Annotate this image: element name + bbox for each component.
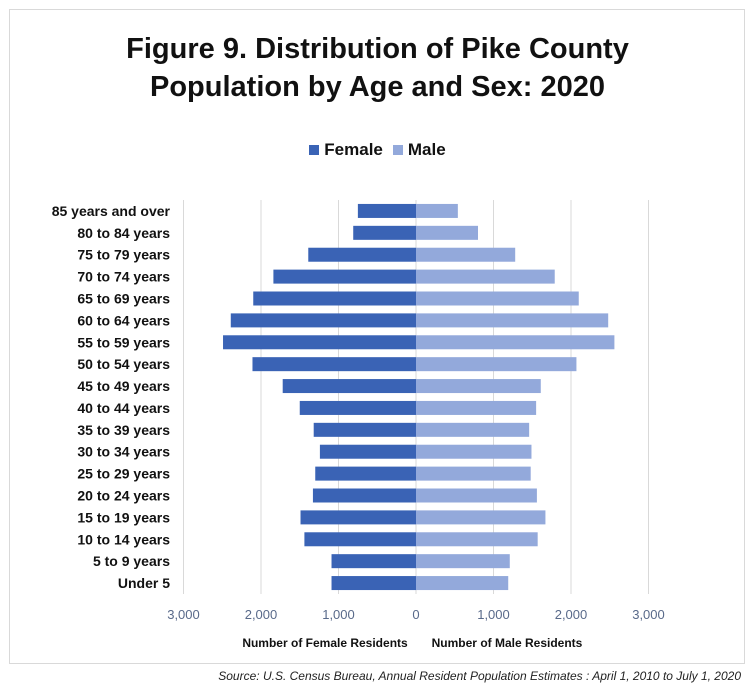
- category-label: 55 to 59 years: [77, 334, 170, 350]
- category-label: 40 to 44 years: [77, 400, 170, 416]
- female-bar: [252, 357, 416, 372]
- category-label: 35 to 39 years: [77, 422, 170, 438]
- female-bar: [319, 444, 416, 459]
- male-bar: [416, 532, 538, 547]
- female-bar: [312, 488, 416, 503]
- female-bar: [223, 335, 416, 350]
- male-bar: [416, 466, 531, 481]
- male-bar: [416, 576, 509, 591]
- x-axis-title-male: Number of Male Residents: [432, 636, 583, 650]
- female-bar: [353, 225, 416, 240]
- female-bar: [357, 203, 416, 218]
- legend: Female Male: [0, 140, 755, 160]
- male-bar: [416, 313, 609, 328]
- male-bar: [416, 291, 579, 306]
- category-label: 85 years and over: [52, 203, 171, 219]
- male-bar: [416, 510, 546, 525]
- female-bar: [253, 291, 416, 306]
- male-bar: [416, 269, 555, 284]
- female-bar: [230, 313, 416, 328]
- x-tick-label: 2,000: [555, 607, 588, 622]
- category-label: 65 to 69 years: [77, 291, 170, 307]
- male-bar: [416, 203, 458, 218]
- category-label: 75 to 79 years: [77, 247, 170, 263]
- category-label: 25 to 29 years: [77, 466, 170, 482]
- female-bar: [282, 379, 416, 394]
- female-bar: [331, 554, 416, 569]
- x-tick-label: 3,000: [167, 607, 200, 622]
- legend-swatch-female: [309, 145, 320, 155]
- legend-item-male: Male: [392, 140, 446, 160]
- category-label: 5 to 9 years: [93, 553, 170, 569]
- category-label: 60 to 64 years: [77, 312, 170, 328]
- male-bar: [416, 400, 537, 415]
- category-label: 30 to 34 years: [77, 444, 170, 460]
- male-bar: [416, 554, 510, 569]
- female-bar: [304, 532, 416, 547]
- legend-label-female: Female: [324, 140, 383, 159]
- category-label: 50 to 54 years: [77, 356, 170, 372]
- x-axis-title-female: Number of Female Residents: [242, 636, 408, 650]
- x-tick-label: 3,000: [632, 607, 665, 622]
- female-bar: [308, 247, 416, 262]
- male-bar: [416, 335, 615, 350]
- category-label: 45 to 49 years: [77, 378, 170, 394]
- chart-title-line-1: Figure 9. Distribution of Pike County: [126, 33, 629, 65]
- category-label: 80 to 84 years: [77, 225, 170, 241]
- male-bar: [416, 488, 537, 503]
- female-bar: [273, 269, 416, 284]
- category-label: 20 to 24 years: [77, 488, 170, 504]
- female-bar: [313, 422, 416, 437]
- source-note: Source: U.S. Census Bureau, Annual Resid…: [218, 669, 741, 683]
- chart-title-line-2: Population by Age and Sex: 2020: [150, 71, 605, 103]
- male-bar: [416, 357, 577, 372]
- male-bar: [416, 444, 532, 459]
- category-label: 10 to 14 years: [77, 531, 170, 547]
- legend-item-female: Female: [309, 140, 383, 160]
- x-tick-label: 2,000: [245, 607, 278, 622]
- legend-label-male: Male: [407, 140, 446, 159]
- female-bar: [299, 400, 416, 415]
- male-bar: [416, 422, 530, 437]
- female-bar: [300, 510, 416, 525]
- female-bar: [315, 466, 416, 481]
- category-label: Under 5: [118, 575, 170, 591]
- female-bar: [331, 576, 416, 591]
- male-bar: [416, 247, 516, 262]
- male-bar: [416, 379, 541, 394]
- category-label: 70 to 74 years: [77, 269, 170, 285]
- male-bar: [416, 225, 478, 240]
- x-tick-label: 0: [412, 607, 419, 622]
- x-tick-label: 1,000: [477, 607, 510, 622]
- x-tick-label: 1,000: [322, 607, 355, 622]
- legend-swatch-male: [392, 145, 403, 155]
- category-label: 15 to 19 years: [77, 509, 170, 525]
